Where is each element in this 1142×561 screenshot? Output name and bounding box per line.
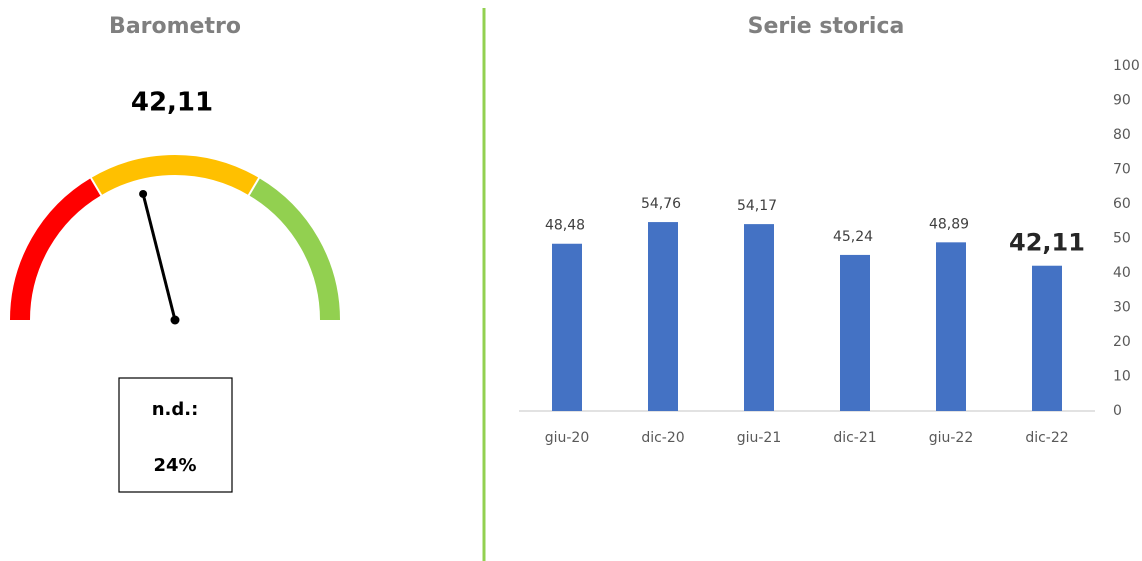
y-tick-label: 60 (1113, 196, 1131, 212)
value-label: 45,24 (833, 229, 873, 245)
bar (648, 222, 678, 411)
note-value: 24% (153, 455, 196, 476)
x-tick-label: dic-22 (1025, 430, 1068, 446)
bar (744, 224, 774, 411)
y-tick-label: 20 (1113, 334, 1131, 350)
y-tick-label: 100 (1113, 58, 1140, 74)
bar (1032, 265, 1062, 411)
x-tick-label: giu-22 (929, 430, 974, 446)
band-separator (247, 176, 261, 197)
gauge-band (91, 155, 259, 196)
bar (552, 243, 582, 411)
y-tick-label: 40 (1113, 265, 1131, 281)
gauge-value: 42,11 (131, 88, 213, 118)
bar (936, 242, 966, 411)
gauge-needle (141, 193, 177, 321)
y-tick-label: 30 (1113, 300, 1131, 316)
note-label: n.d.: (152, 399, 199, 420)
x-tick-label: dic-20 (641, 430, 684, 446)
value-label: 54,76 (641, 196, 681, 212)
band-separator (89, 176, 103, 197)
y-tick-label: 50 (1113, 231, 1131, 247)
y-tick-label: 10 (1113, 369, 1131, 385)
needle-hub (170, 315, 180, 325)
y-tick-label: 70 (1113, 162, 1131, 178)
value-label: 48,89 (929, 216, 969, 232)
note-box (118, 377, 233, 493)
y-tick-label: 80 (1113, 127, 1131, 143)
x-tick-label: giu-21 (737, 430, 782, 446)
needle-tip (139, 189, 148, 198)
y-tick-label: 0 (1113, 403, 1122, 419)
x-tick-label: dic-21 (833, 430, 876, 446)
bar (840, 254, 870, 411)
chart-title: Serie storica (748, 14, 905, 39)
value-label: 42,11 (1009, 229, 1085, 257)
gauge-title: Barometro (109, 14, 241, 39)
gauge-band (248, 177, 340, 321)
x-tick-label: giu-20 (545, 430, 590, 446)
value-label: 54,17 (737, 198, 777, 214)
value-label: 48,48 (545, 218, 585, 234)
gauge-band (10, 177, 102, 321)
y-tick-label: 90 (1113, 93, 1131, 109)
